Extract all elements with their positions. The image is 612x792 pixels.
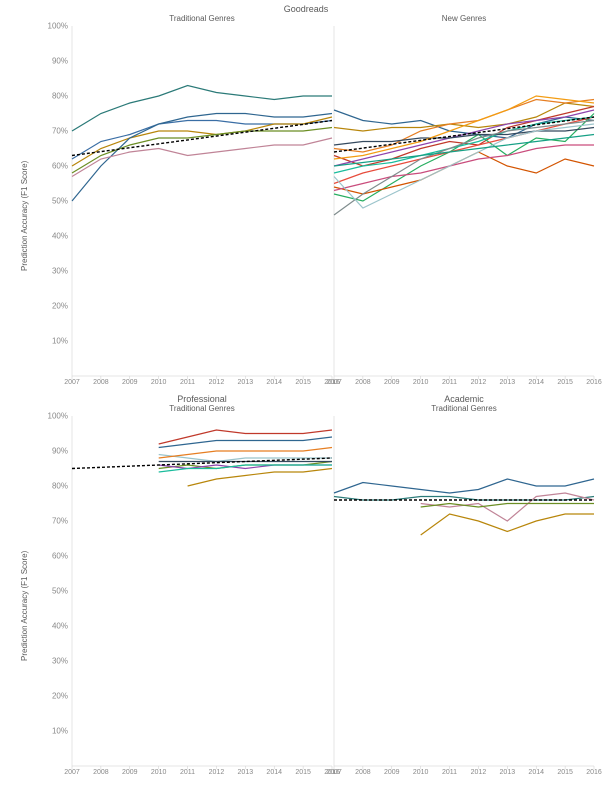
x-tick-label: 2016 [586, 769, 602, 776]
chart-panel: 10%20%30%40%50%60%70%80%90%100%200720082… [72, 26, 332, 376]
figure-root: Goodreads Prediction Accuracy (F1 Score) T… [0, 0, 612, 792]
panel-subtitle: Traditional Genres [72, 14, 332, 23]
x-tick-label: 2009 [384, 379, 400, 386]
y-tick-label: 70% [52, 127, 72, 136]
chart-svg [72, 416, 332, 766]
series-line [334, 135, 594, 167]
series-line [334, 145, 594, 191]
chart-svg [72, 26, 332, 376]
x-tick-label: 2015 [295, 769, 311, 776]
x-tick-label: 2007 [64, 769, 80, 776]
series-line [334, 110, 594, 166]
x-tick-label: 2012 [471, 379, 487, 386]
chart-panel: 2007200820092010201120122013201420152016 [334, 26, 594, 376]
x-tick-label: 2010 [413, 379, 429, 386]
y-tick-label: 30% [52, 267, 72, 276]
y-axis-label: Prediction Accuracy (F1 Score) [20, 551, 29, 661]
panel-subtitle: Traditional Genres [72, 404, 332, 413]
section-title: Professional [102, 394, 302, 404]
series-line [159, 455, 332, 462]
x-tick-label: 2008 [355, 769, 371, 776]
y-tick-label: 80% [52, 92, 72, 101]
x-tick-label: 2012 [209, 769, 225, 776]
x-tick-label: 2013 [500, 379, 516, 386]
panel-subtitle: Traditional Genres [334, 404, 594, 413]
y-tick-label: 10% [52, 337, 72, 346]
x-tick-label: 2011 [442, 769, 457, 776]
x-tick-label: 2012 [209, 379, 225, 386]
panel-subtitle: New Genres [334, 14, 594, 23]
y-tick-label: 40% [52, 622, 72, 631]
x-tick-label: 2015 [557, 379, 573, 386]
x-tick-label: 2013 [238, 769, 254, 776]
x-tick-label: 2011 [180, 769, 195, 776]
y-tick-label: 90% [52, 57, 72, 66]
x-tick-label: 2011 [180, 379, 195, 386]
section-title: Academic [364, 394, 564, 404]
x-tick-label: 2014 [266, 769, 282, 776]
x-tick-label: 2009 [122, 769, 138, 776]
y-tick-label: 50% [52, 197, 72, 206]
x-tick-label: 2014 [528, 769, 544, 776]
chart-panel: 10%20%30%40%50%60%70%80%90%100%200720082… [72, 416, 332, 766]
y-tick-label: 70% [52, 517, 72, 526]
trend-line [72, 121, 332, 156]
y-tick-label: 90% [52, 447, 72, 456]
x-tick-label: 2008 [93, 769, 109, 776]
x-tick-label: 2013 [500, 769, 516, 776]
x-tick-label: 2011 [442, 379, 457, 386]
x-tick-label: 2014 [266, 379, 282, 386]
x-tick-label: 2007 [326, 769, 342, 776]
series-line [72, 114, 332, 202]
x-tick-label: 2015 [557, 769, 573, 776]
series-line [159, 430, 332, 444]
y-tick-label: 40% [52, 232, 72, 241]
y-tick-label: 60% [52, 552, 72, 561]
x-tick-label: 2009 [122, 379, 138, 386]
y-tick-label: 20% [52, 692, 72, 701]
y-tick-label: 60% [52, 162, 72, 171]
chart-svg [334, 416, 594, 766]
main-title: Goodreads [0, 4, 612, 14]
series-line [72, 138, 332, 177]
x-tick-label: 2015 [295, 379, 311, 386]
y-axis-label: Prediction Accuracy (F1 Score) [20, 161, 29, 271]
x-tick-label: 2010 [151, 769, 167, 776]
x-tick-label: 2012 [471, 769, 487, 776]
y-tick-label: 30% [52, 657, 72, 666]
x-tick-label: 2007 [326, 379, 342, 386]
y-tick-label: 80% [52, 482, 72, 491]
y-tick-label: 100% [48, 412, 72, 421]
x-tick-label: 2008 [93, 379, 109, 386]
x-tick-label: 2016 [586, 379, 602, 386]
chart-panel: 2007200820092010201120122013201420152016 [334, 416, 594, 766]
y-tick-label: 10% [52, 727, 72, 736]
chart-svg [334, 26, 594, 376]
series-line [159, 448, 332, 459]
series-line [334, 479, 594, 493]
x-tick-label: 2010 [413, 769, 429, 776]
x-tick-label: 2014 [528, 379, 544, 386]
series-line [159, 437, 332, 448]
x-tick-label: 2013 [238, 379, 254, 386]
x-tick-label: 2008 [355, 379, 371, 386]
x-tick-label: 2010 [151, 379, 167, 386]
y-tick-label: 100% [48, 22, 72, 31]
series-line [188, 469, 332, 487]
series-line [421, 514, 594, 535]
x-tick-label: 2007 [64, 379, 80, 386]
series-line [72, 128, 332, 174]
y-tick-label: 20% [52, 302, 72, 311]
x-tick-label: 2009 [384, 769, 400, 776]
y-tick-label: 50% [52, 587, 72, 596]
series-line [72, 117, 332, 166]
